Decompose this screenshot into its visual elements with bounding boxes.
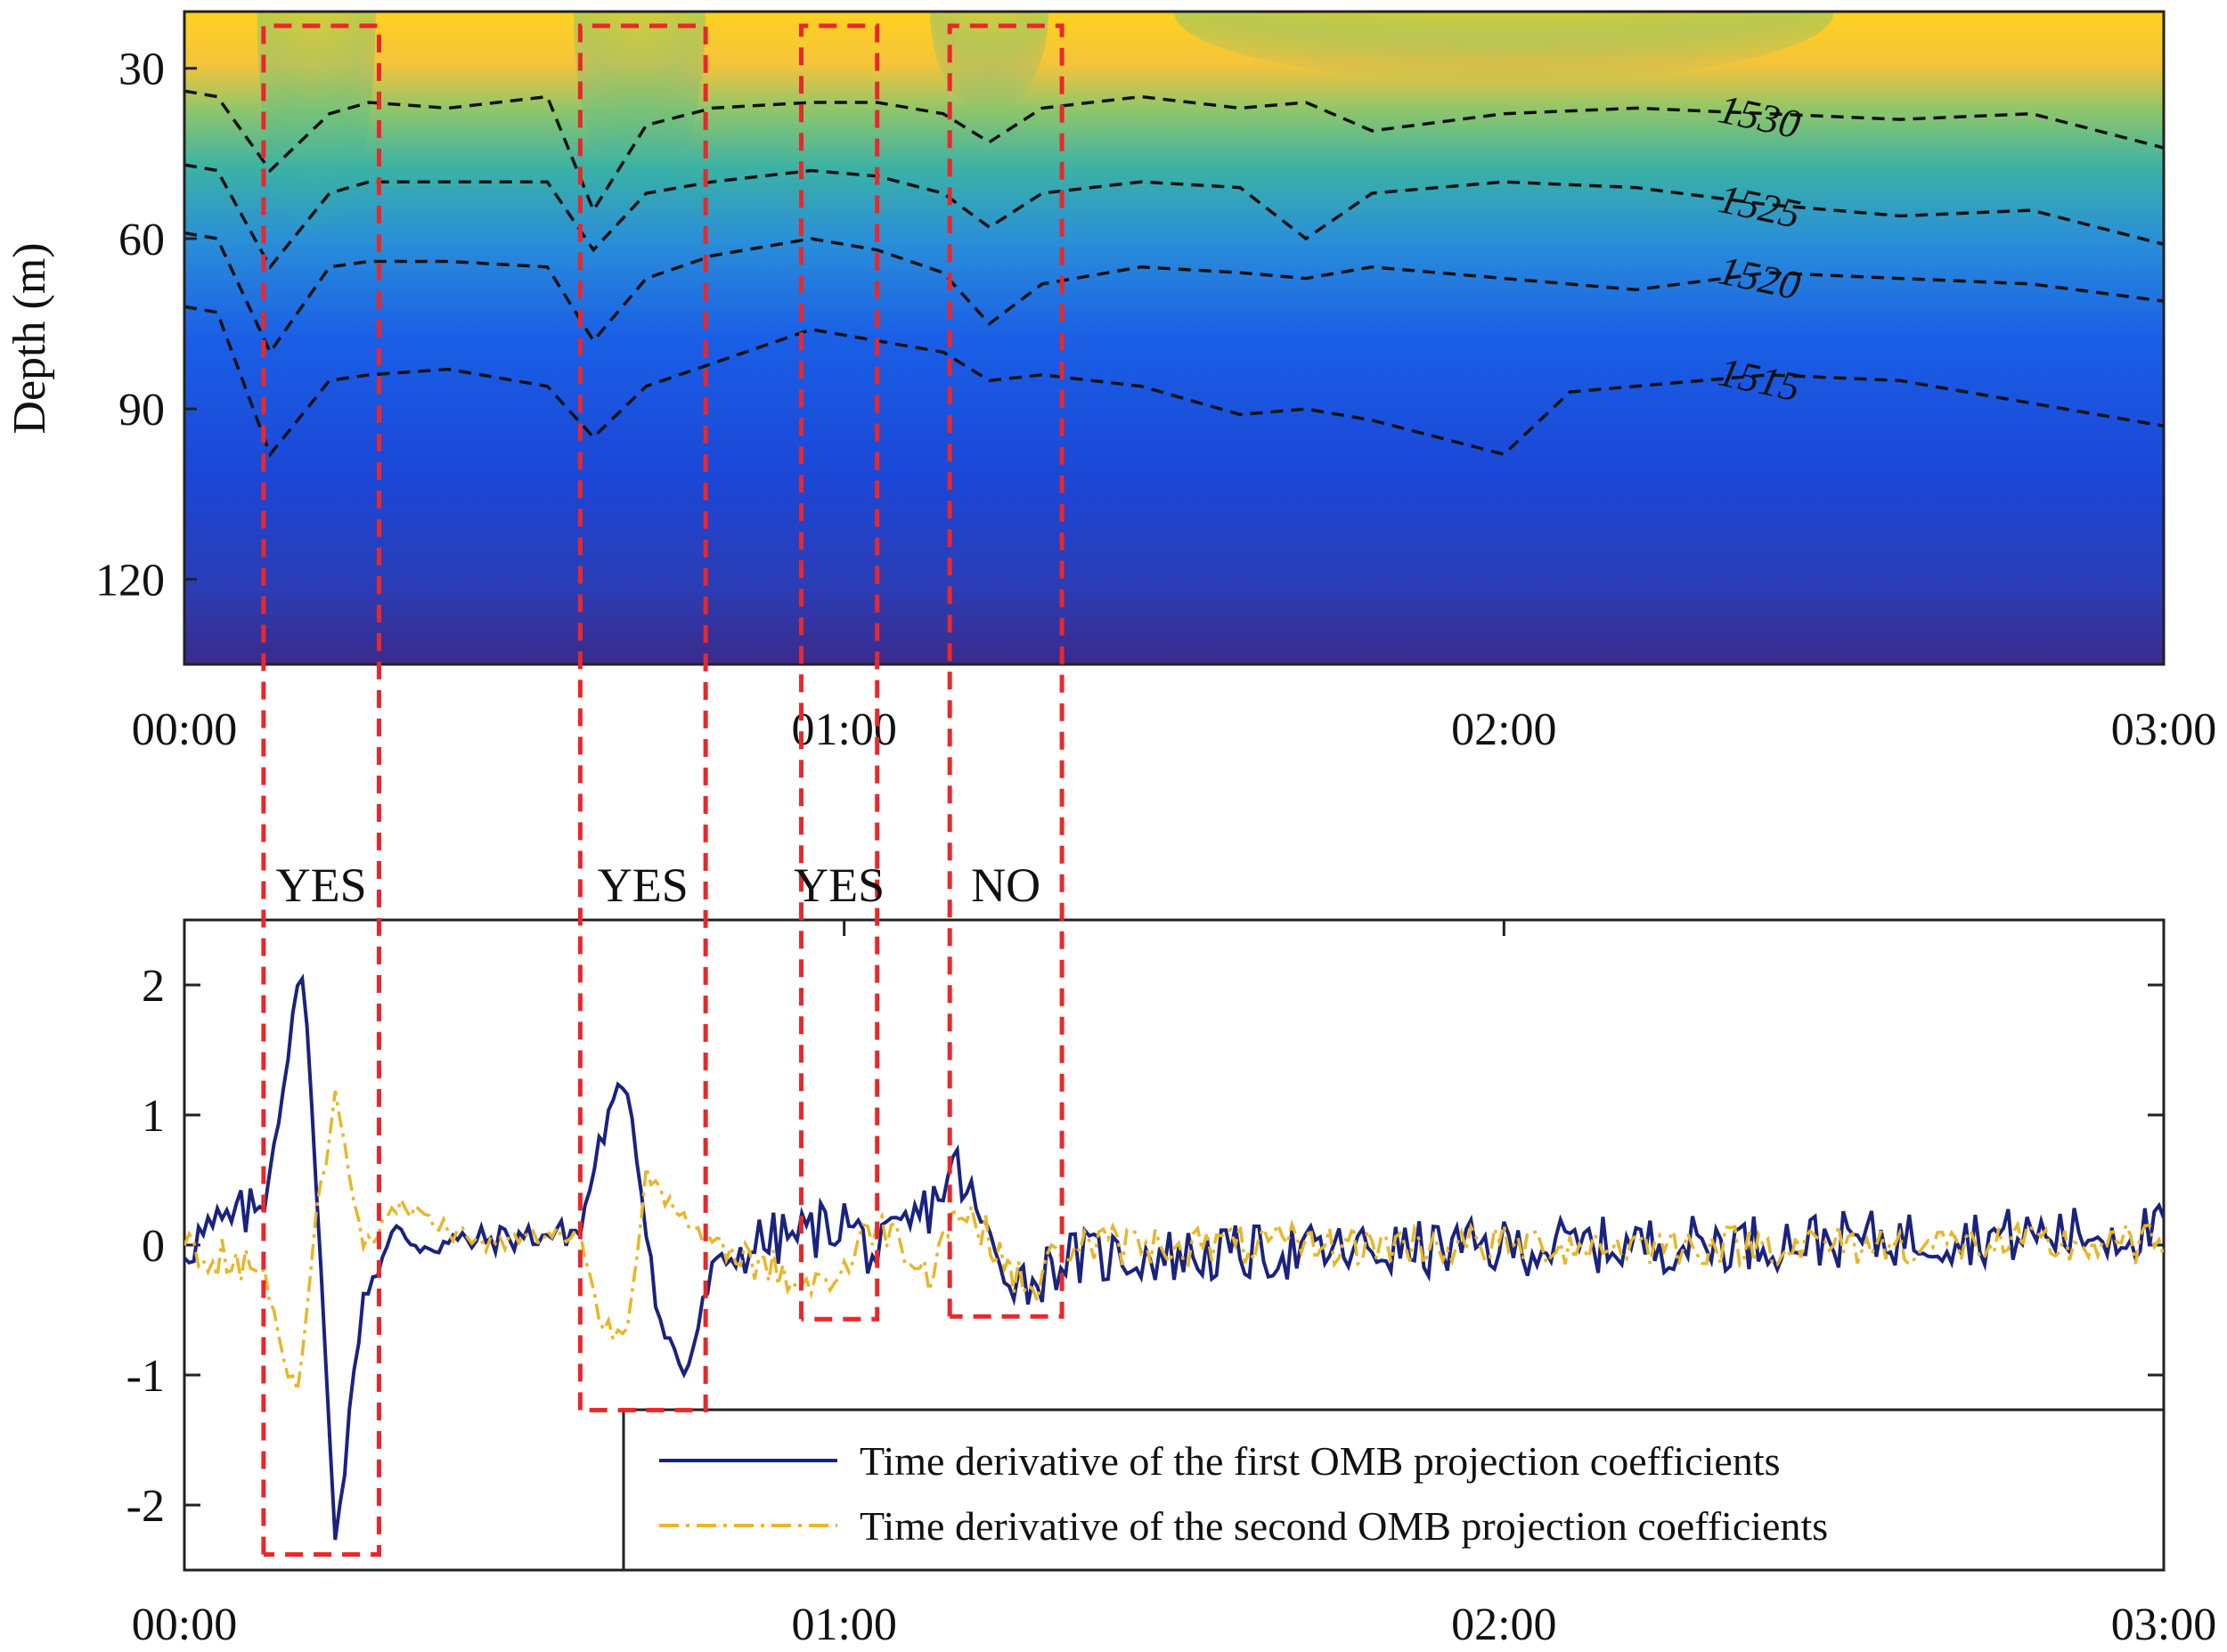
- derivative-line-panel: -2 -1 0 1 2 Time derivative of the first OMB…: [126, 918, 2216, 1650]
- warm-intrusions: [257, 12, 1834, 247]
- y-tick-label-90: 90: [118, 385, 165, 435]
- detection-box-3: [799, 23, 880, 1322]
- contour-1525: [184, 163, 2164, 270]
- detection-label-4: NO: [971, 859, 1040, 912]
- bottom-x-tick-label: 00:00: [132, 1599, 237, 1650]
- heatmap-frame: [183, 10, 2166, 666]
- y-tick-label-1: 1: [142, 1091, 165, 1142]
- top-y-ticks: 30 60 90 120: [95, 45, 197, 606]
- y-tick-label-60: 60: [118, 215, 165, 265]
- contour-1520: [184, 231, 2164, 355]
- legend-label-second: Time derivative of the second OMB projec…: [860, 1503, 1828, 1549]
- warm-spot: [574, 12, 706, 206]
- warm-spot: [929, 12, 1049, 112]
- heatmap-background: [184, 12, 2164, 664]
- detection-box-4: [947, 23, 1065, 1319]
- y-tick-label-2: 2: [142, 961, 165, 1012]
- series-lines: [184, 973, 2164, 1541]
- legend-box: [622, 1408, 2166, 1572]
- y-axis-label: Depth (m): [4, 242, 55, 434]
- series-first-derivative: [184, 973, 2164, 1541]
- y-tick-label--1: -1: [126, 1351, 165, 1402]
- detection-label-2: YES: [598, 859, 689, 912]
- detection-label-1: YES: [276, 859, 367, 912]
- contour-1530: [184, 89, 2164, 214]
- top-x-tick-label: 02:00: [1451, 704, 1556, 755]
- series-second-derivative: [184, 1090, 2164, 1391]
- detection-overlays: YES YES YES NO: [261, 23, 1065, 1557]
- bottom-x-tick-label: 03:00: [2111, 1599, 2216, 1650]
- bottom-axis-ticks: -2 -1 0 1 2: [126, 920, 2164, 1532]
- y-tick-label-120: 120: [95, 555, 165, 606]
- bottom-x-tick-label: 01:00: [791, 1599, 896, 1650]
- warm-spot: [1174, 12, 1834, 83]
- y-tick-label--2: -2: [126, 1481, 165, 1532]
- contour-1515: [184, 305, 2164, 458]
- y-tick-label-0: 0: [142, 1221, 165, 1272]
- bottom-x-tick-label: 02:00: [1451, 1599, 1556, 1650]
- top-x-tick-label: 01:00: [791, 704, 896, 755]
- detection-box-2: [577, 23, 708, 1412]
- detection-label-3: YES: [794, 859, 885, 912]
- y-tick-label-30: 30: [118, 45, 165, 95]
- legend: Time derivative of the first OMB project…: [622, 1408, 2166, 1572]
- top-x-tick-label: 03:00: [2111, 704, 2216, 755]
- top-x-tick-label: 00:00: [132, 704, 237, 755]
- legend-label-first: Time derivative of the first OMB project…: [860, 1438, 1781, 1484]
- bottom-x-tick-labels: 00:00 01:00 02:00 03:00: [132, 1599, 2216, 1650]
- top-x-ticks: 00:00 01:00 02:00 03:00: [132, 704, 2216, 755]
